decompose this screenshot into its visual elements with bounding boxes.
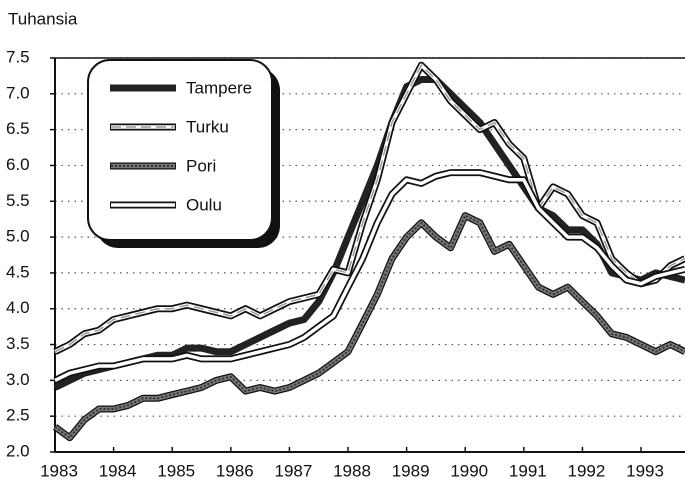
x-tick-label: 1983 <box>40 461 78 480</box>
y-tick-label: 5.0 <box>6 227 30 246</box>
line <box>54 170 685 382</box>
y-tick-label: 6.5 <box>6 119 30 138</box>
legend-label: Turku <box>186 117 229 136</box>
x-tick-label: 1992 <box>568 461 606 480</box>
y-tick-label: 3.5 <box>6 334 30 353</box>
y-axis-label: Tuhansia <box>8 9 78 28</box>
y-tick-label: 3.0 <box>6 370 30 389</box>
x-tick-label: 1988 <box>333 461 371 480</box>
x-tick-label: 1989 <box>392 461 430 480</box>
y-tick-label: 2.0 <box>6 441 30 460</box>
legend-label: Tampere <box>186 78 252 97</box>
legend-box <box>87 59 273 241</box>
y-tick-label: 6.0 <box>6 155 30 174</box>
y-tick-label: 2.5 <box>6 406 30 425</box>
y-tick-label: 4.5 <box>6 262 30 281</box>
x-tick-label: 1984 <box>99 461 137 480</box>
y-tick-label: 5.5 <box>6 191 30 210</box>
x-tick-label: 1993 <box>626 461 664 480</box>
line-outline <box>53 76 685 391</box>
line-pattern <box>54 214 685 440</box>
legend-label: Oulu <box>186 195 222 214</box>
x-tick-label: 1985 <box>157 461 195 480</box>
x-tick-label: 1987 <box>275 461 313 480</box>
legend-label: Pori <box>186 156 216 175</box>
y-tick-label: 4.0 <box>6 298 30 317</box>
y-tick-label: 7.5 <box>6 47 30 66</box>
line-pattern <box>54 63 685 353</box>
x-tick-label: 1986 <box>216 461 254 480</box>
y-tick-label: 7.0 <box>6 83 30 102</box>
x-tick-label: 1991 <box>509 461 547 480</box>
x-tick-label: 1990 <box>450 461 488 480</box>
